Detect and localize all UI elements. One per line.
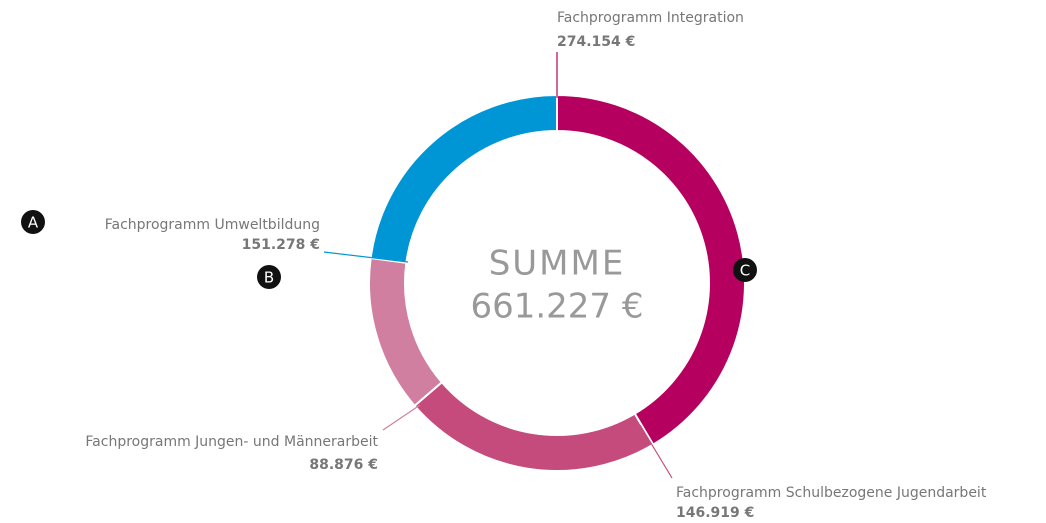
center-title: SUMME: [489, 244, 626, 284]
marker: [257, 265, 281, 289]
label: Fachprogramm Umweltbildung: [105, 217, 320, 233]
marker-label: A: [28, 214, 39, 232]
marker: [21, 210, 45, 234]
value-label: 88.876 €: [309, 457, 378, 473]
value-label: 151.278 €: [242, 237, 320, 253]
marker-label: C: [740, 262, 750, 280]
leader-line: [323, 251, 409, 263]
slice: [368, 256, 444, 408]
label: Fachprogramm Schulbezogene Jugendarbeit: [676, 485, 987, 501]
slice: [413, 380, 655, 472]
donut: [368, 93, 746, 472]
marker: [733, 258, 757, 282]
value-label: 146.919 €: [676, 505, 754, 521]
label: Fachprogramm Integration: [557, 10, 744, 26]
center-value: 661.227 €: [470, 287, 643, 327]
leader-line: [382, 404, 421, 431]
label: Fachprogramm Jungen- und Männerarbeit: [85, 434, 378, 450]
value-label: 274.154 €: [557, 34, 635, 50]
marker-label: B: [264, 269, 274, 287]
leader-line: [639, 424, 673, 479]
slice: [369, 93, 558, 264]
